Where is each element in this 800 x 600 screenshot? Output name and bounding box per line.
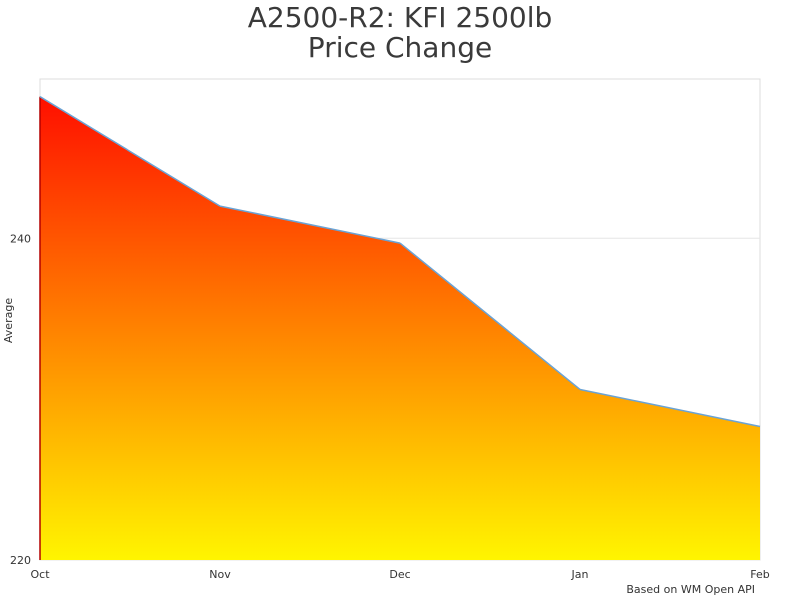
data-point[interactable] [756,422,764,430]
data-point[interactable] [36,93,44,101]
chart-title-line-1: A2500-R2: KFI 2500lb [247,1,553,34]
credits-text[interactable]: Based on WM Open API [626,583,755,596]
data-point[interactable] [576,385,584,393]
y-axis-tick-labels: 220 240 [10,232,31,567]
x-axis-tick-labels: Oct Nov Dec Jan Feb [30,568,769,581]
data-point[interactable] [216,202,224,210]
x-tick-label: Dec [389,568,410,581]
y-tick-label: 220 [10,554,31,567]
x-tick-label: Jan [571,568,589,581]
x-tick-label: Oct [30,568,50,581]
series-line-segment [39,96,221,207]
y-tick-label: 240 [10,232,31,245]
series-line-segment [579,388,761,428]
y-axis-title: Average [2,298,15,343]
x-tick-label: Feb [750,568,769,581]
chart-title-line-2: Price Change [307,31,493,64]
area-series [36,93,764,561]
series-line-segment [399,242,581,391]
x-tick-label: Nov [209,568,231,581]
area-fill [40,96,760,561]
data-point[interactable] [396,239,404,247]
series-line-segment [219,205,401,244]
